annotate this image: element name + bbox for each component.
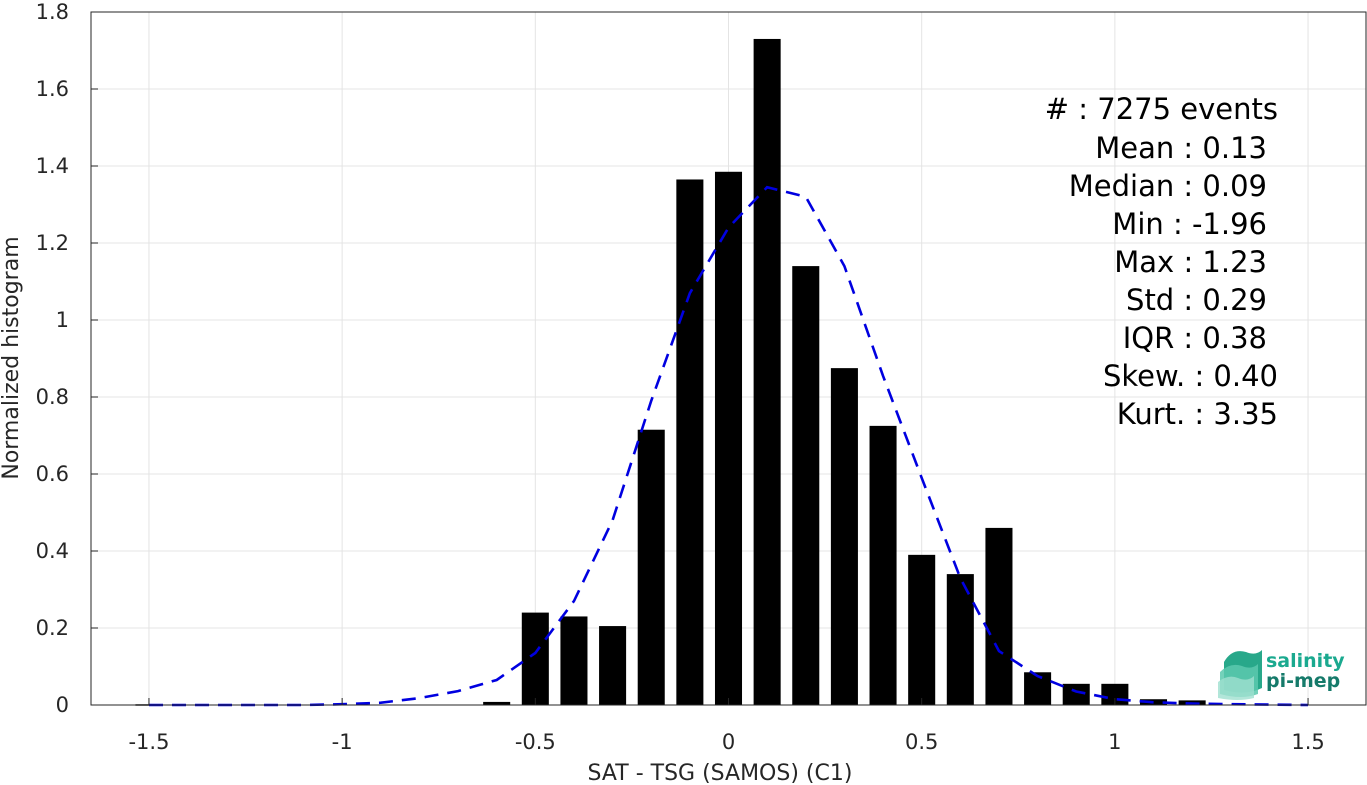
- x-tick-label: 1.5: [1291, 730, 1324, 754]
- y-tick-label: 0.2: [36, 616, 69, 640]
- y-tick-label: 1.6: [36, 77, 69, 101]
- histogram-bar: [753, 38, 781, 705]
- histogram-bar: [560, 616, 588, 705]
- histogram-bar: [1062, 683, 1090, 705]
- histogram-bar: [676, 179, 704, 706]
- histogram-bars: [135, 38, 1206, 706]
- histogram-bar: [599, 626, 627, 705]
- y-tick-label: 0.6: [36, 462, 69, 486]
- y-tick-label: 0.8: [36, 385, 69, 409]
- histogram-bar: [1024, 672, 1052, 705]
- histogram-bar: [521, 612, 549, 705]
- histogram-bar: [830, 368, 858, 705]
- x-tick-label: -0.5: [515, 730, 556, 754]
- x-axis-label: SAT - TSG (SAMOS) (C1): [588, 761, 853, 785]
- histogram-bar: [869, 425, 897, 705]
- stats-line: IQR : 0.38: [1123, 321, 1267, 355]
- y-tick-label: 1.8: [36, 0, 69, 24]
- y-tick-label: 0.4: [36, 539, 69, 563]
- y-tick-label: 1: [56, 308, 69, 332]
- stats-box: # : 7275 events Mean : 0.13 Median : 0.09 M…: [1045, 92, 1278, 431]
- histogram-bar: [792, 266, 820, 705]
- x-tick-label: -1: [332, 730, 353, 754]
- salinity-pi-mep-logo: salinity pi-mep: [1218, 650, 1345, 700]
- y-tick-label: 1.2: [36, 231, 69, 255]
- stats-line: Median : 0.09: [1069, 169, 1267, 203]
- stats-line: Max : 1.23: [1114, 245, 1267, 279]
- x-axis-ticks: -1.5 -1 -0.5 0 0.5 1 1.5: [128, 698, 1325, 754]
- stats-line: Kurt. : 3.35: [1117, 397, 1278, 431]
- stats-line: Std : 0.29: [1126, 283, 1267, 317]
- y-axis-label: Normalized histogram: [0, 236, 24, 479]
- wave-logo-icon: [1218, 650, 1262, 700]
- histogram-bar: [637, 429, 665, 705]
- stats-line: Min : -1.96: [1112, 207, 1267, 241]
- logo-line1: salinity: [1266, 650, 1345, 672]
- x-tick-label: 0.5: [905, 730, 938, 754]
- stats-line: Mean : 0.13: [1095, 131, 1267, 165]
- histogram-bar: [483, 701, 511, 705]
- x-tick-label: 1: [1108, 730, 1121, 754]
- histogram-bar: [908, 554, 936, 705]
- logo-line2: pi-mep: [1266, 670, 1340, 692]
- histogram-bar: [946, 574, 974, 705]
- histogram-bar: [985, 527, 1013, 705]
- y-tick-label: 1.4: [36, 154, 69, 178]
- stats-line: Skew. : 0.40: [1103, 359, 1278, 393]
- stats-line: # : 7275 events: [1045, 92, 1278, 126]
- y-axis-ticks: 0 0.2 0.4 0.6 0.8 1 1.2 1.4 1.6 1.8: [36, 0, 98, 717]
- histogram-bar: [714, 171, 743, 705]
- x-tick-label: 0: [722, 730, 735, 754]
- y-tick-label: 0: [56, 693, 69, 717]
- x-tick-label: -1.5: [128, 730, 169, 754]
